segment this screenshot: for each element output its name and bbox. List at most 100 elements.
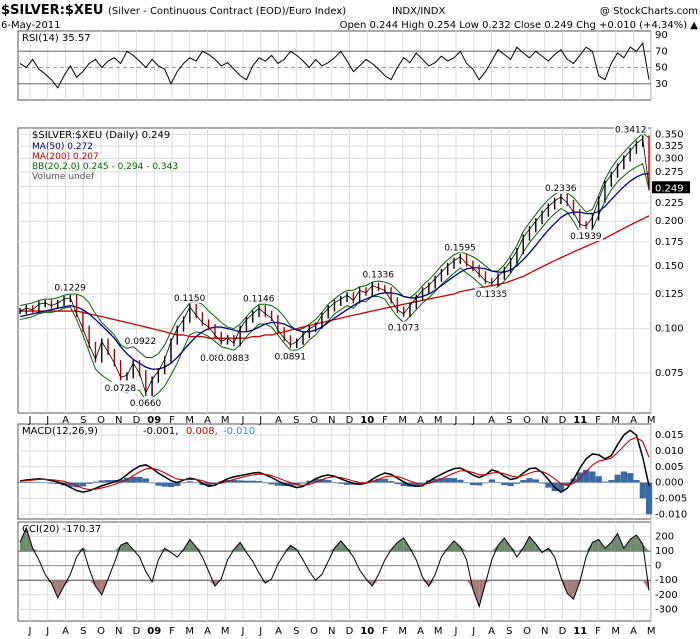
macd-histogram-bar (325, 480, 332, 483)
cci-tick-label: 200 (655, 532, 674, 543)
macd-histogram-bar (507, 482, 514, 487)
month-tick-label: D (346, 415, 354, 426)
macd-histogram-bar (161, 482, 168, 487)
macd-histogram-bar (54, 482, 61, 485)
cci-extreme-area (20, 527, 27, 552)
macd-histogram-bar (123, 477, 131, 483)
month-tick-label: M (647, 626, 656, 637)
month-tick-label: M (398, 415, 407, 426)
macd-histogram-bar (419, 482, 426, 484)
cci-extreme-area (642, 580, 649, 591)
cci-extreme-area (152, 580, 159, 582)
month-tick-label: J (454, 626, 458, 637)
macd-histogram-bar (98, 480, 105, 483)
price-tick-label: 0.150 (655, 261, 684, 272)
cci-extreme-area (227, 549, 234, 552)
cci-series-line (19, 526, 650, 609)
close-price-marker (652, 181, 690, 194)
macd-tick-label: -0.005 (655, 493, 687, 504)
macd-histogram-bar (268, 482, 275, 485)
month-tick-label: M (647, 415, 656, 426)
macd-histogram-bar (545, 482, 552, 488)
macd-histogram-bar (142, 478, 149, 483)
macd-panel (17, 423, 652, 520)
macd-histogram-bar (186, 481, 194, 483)
macd-line (19, 429, 650, 493)
macd-histogram-bar (136, 476, 143, 483)
month-tick-label: J (258, 626, 262, 637)
cci-extreme-area (579, 580, 587, 582)
rsi-series-line (19, 41, 650, 89)
annotation-bg (443, 241, 478, 253)
month-tick-label: F (169, 626, 175, 637)
month-tick-label: A (488, 415, 495, 426)
month-tick-label: S (293, 415, 299, 426)
month-tick-label: D (559, 626, 567, 637)
macd-tick-label: 0.010 (655, 446, 684, 457)
cci-extreme-area (64, 580, 71, 587)
price-tick-label: 0.300 (655, 153, 684, 164)
cci-extreme-area (560, 580, 568, 594)
cci-extreme-area (498, 538, 505, 552)
annotation-bg (361, 268, 396, 280)
ma50-line (19, 172, 650, 370)
month-tick-label: S (293, 626, 299, 637)
macd-histogram-bar (646, 482, 653, 515)
month-tick-label: M (611, 415, 620, 426)
month-tick-label: N (541, 626, 548, 637)
price-tick-label: 0.100 (655, 324, 684, 335)
cci-extreme-area (428, 580, 436, 587)
price-annotation: 0.1229 (54, 284, 86, 294)
macd-histogram-bar (35, 481, 43, 483)
cci-tick-label: -100 (655, 575, 678, 586)
macd-histogram-bar (337, 482, 344, 484)
annotation-bg (614, 123, 648, 135)
macd-histogram-bar (457, 479, 464, 483)
cci-tick-label: -300 (655, 604, 678, 615)
macd-histogram-bar (627, 473, 634, 483)
month-tick-label: A (417, 415, 424, 426)
month-tick-label: J (241, 415, 245, 426)
month-tick-label: S (80, 415, 86, 426)
cci-extreme-area (636, 535, 643, 552)
month-tick-label: J (45, 415, 49, 426)
annotation-bg (569, 230, 604, 242)
cci-extreme-area (611, 533, 618, 552)
macd-histogram-bar (495, 481, 502, 483)
macd-histogram-bar (243, 480, 250, 483)
macd-histogram-bar (205, 482, 212, 487)
cci-extreme-area (604, 542, 612, 552)
cci-extreme-area (472, 580, 480, 607)
price-annotation: 0.1939 (570, 232, 602, 242)
macd-histogram-bar (193, 482, 200, 484)
macd-histogram-bar (318, 479, 326, 483)
macd-histogram-bar (48, 482, 55, 484)
bb-legend: BB(20,2.0) 0.245 - 0.294 - 0.343 (32, 162, 178, 172)
annotation-bg (103, 381, 138, 393)
macd-histogram-bar (463, 482, 470, 484)
macd-histogram-bar (230, 480, 238, 483)
month-tick-label: A (62, 415, 69, 426)
month-tick-label: A (630, 415, 637, 426)
month-tick-label: O (523, 415, 531, 426)
cci-tick-label: -200 (655, 590, 678, 601)
month-tick-label: O (523, 626, 531, 637)
month-tick-label: N (115, 415, 122, 426)
month-tick-label: A (204, 626, 211, 637)
month-tick-label: O (310, 415, 318, 426)
price-tick-label: 0.275 (655, 167, 684, 178)
month-tick-label: D (133, 626, 141, 637)
macd-histogram-bar (237, 480, 244, 483)
macd-histogram-bar (67, 482, 74, 487)
price-tick-label: 0.325 (655, 141, 684, 152)
cci-extreme-area (284, 545, 291, 552)
cci-extreme-area (145, 580, 153, 582)
cci-extreme-area (454, 540, 461, 552)
annotation-bg (123, 335, 158, 347)
quote-line: Open 0.244 High 0.254 Low 0.232 Close 0.… (340, 20, 699, 31)
annotation-bg (242, 292, 277, 304)
macd-histogram-bar (356, 482, 363, 485)
macd-histogram-bar (394, 482, 401, 485)
cci-extreme-area (630, 535, 637, 552)
macd-histogram-bar (306, 480, 313, 483)
